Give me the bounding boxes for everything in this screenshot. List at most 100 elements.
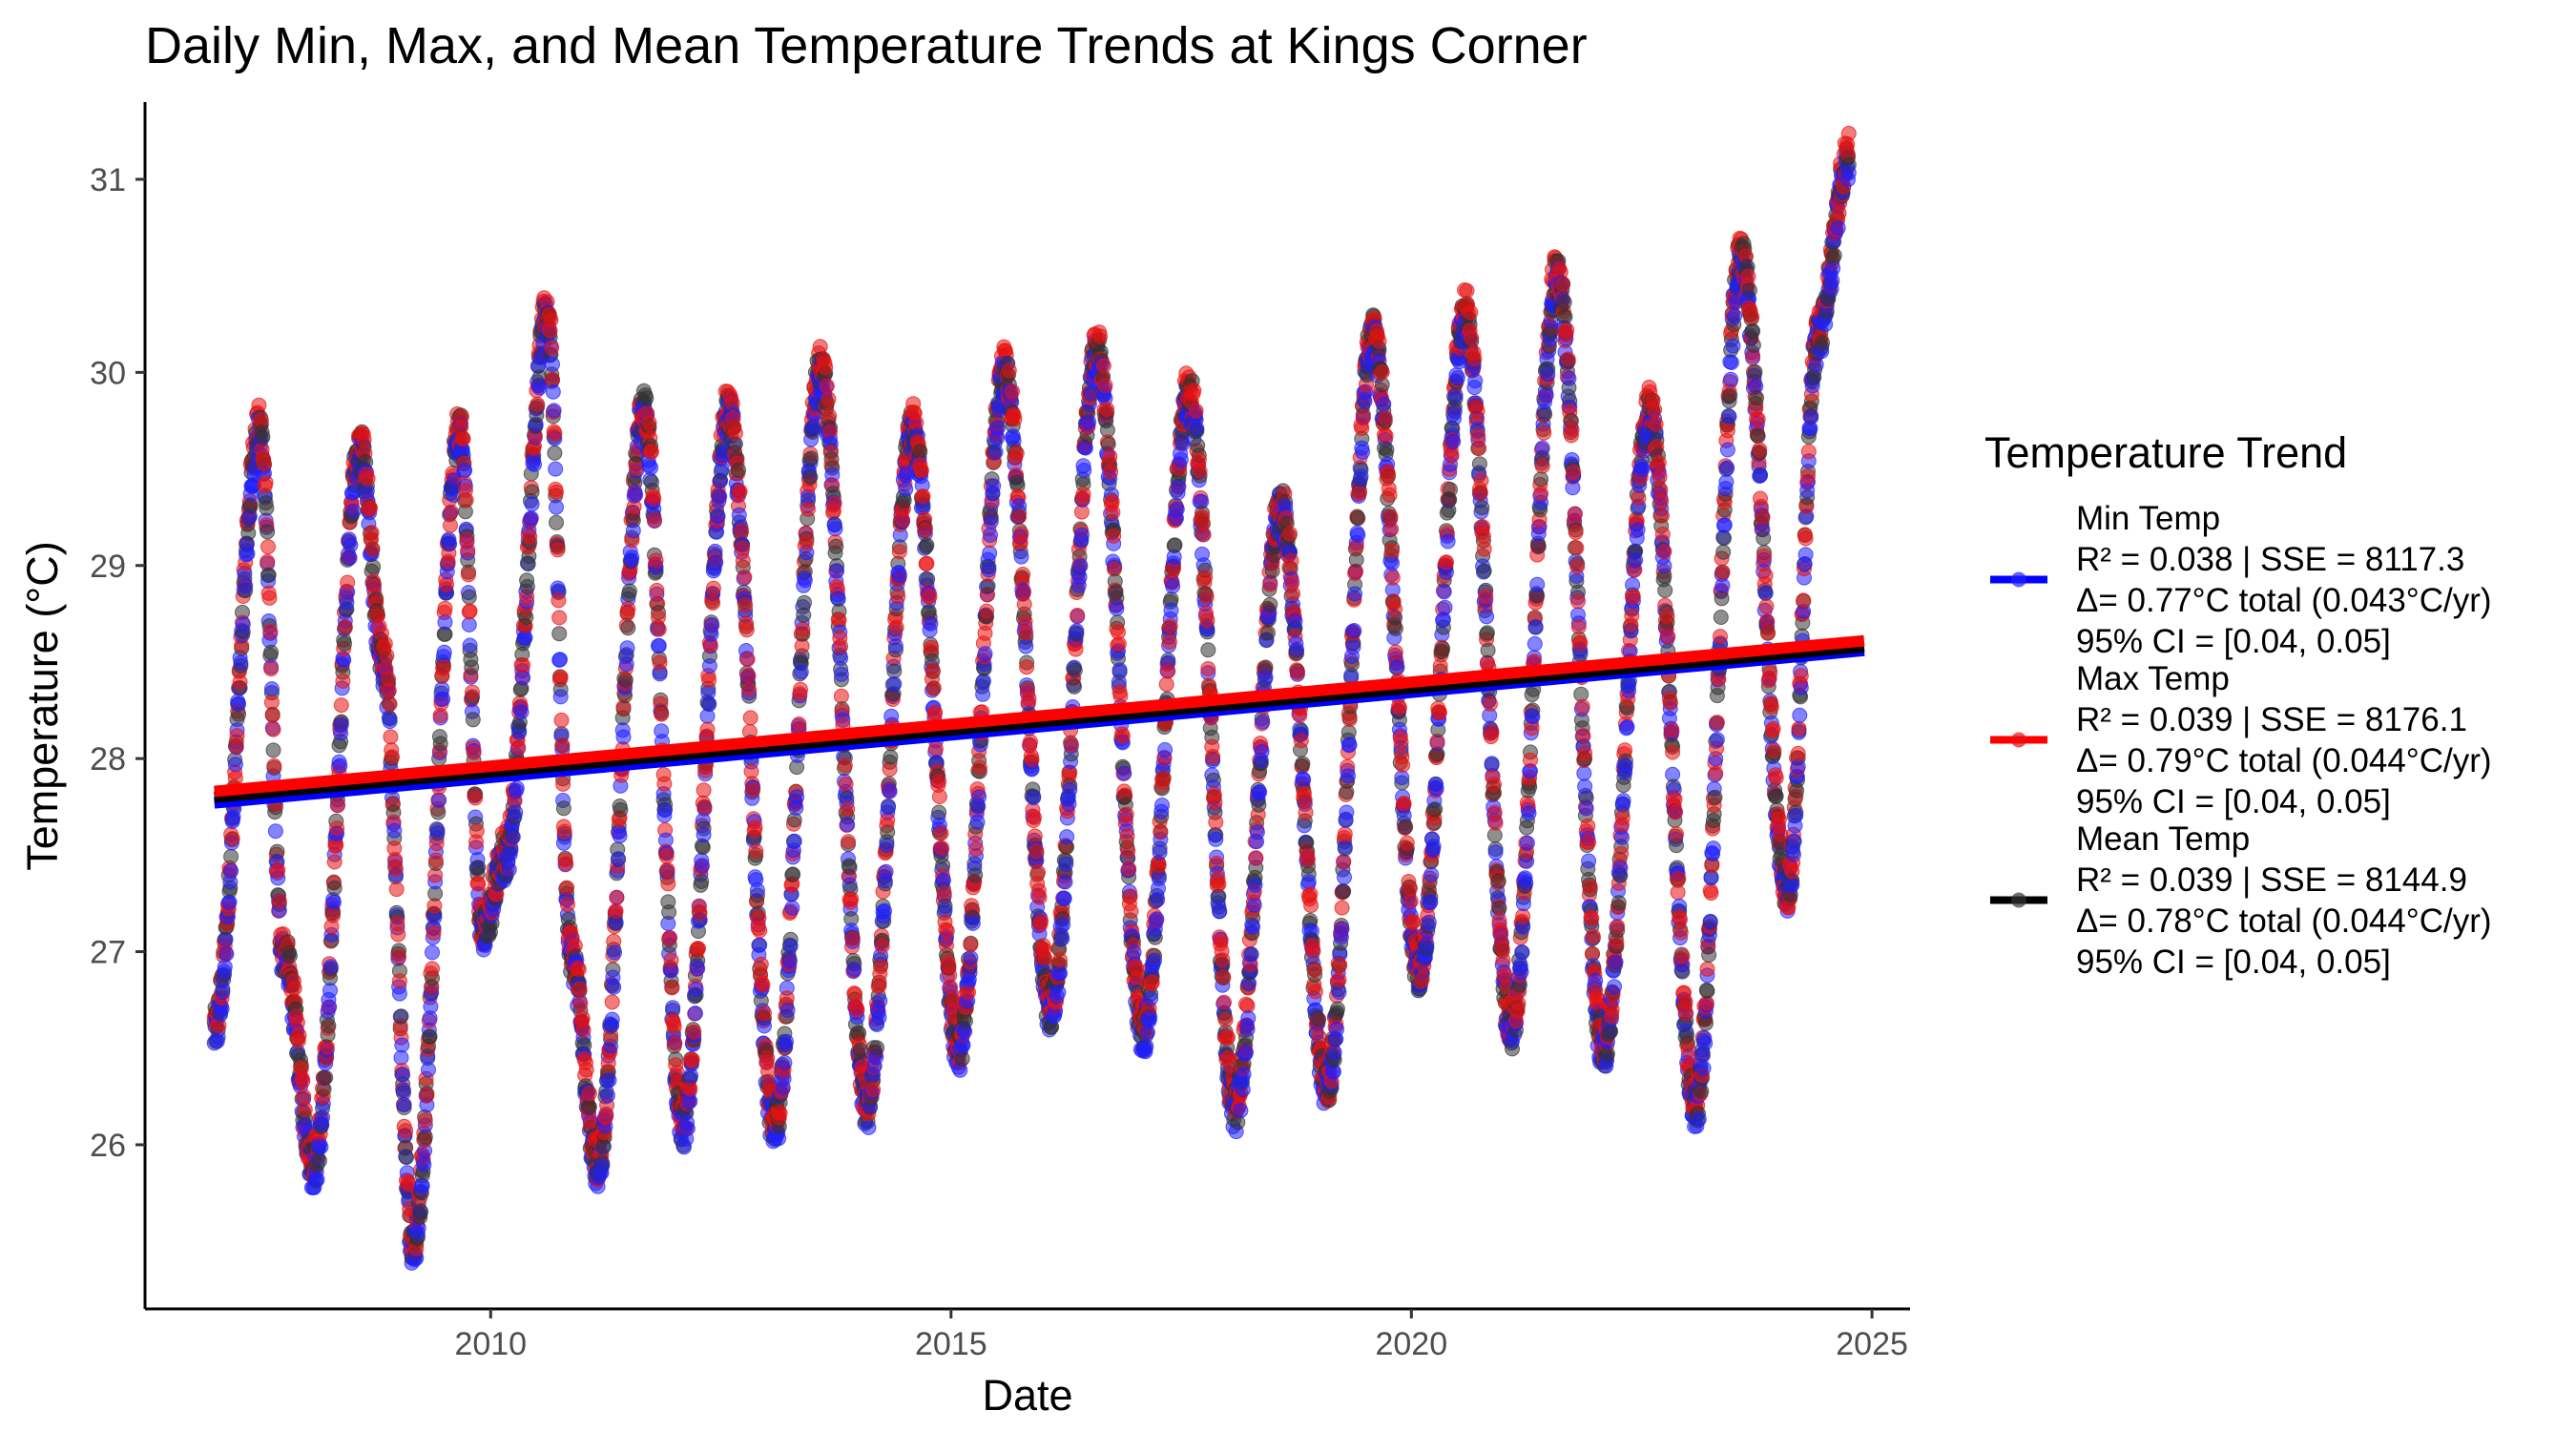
data-point [841, 834, 856, 850]
data-point [827, 521, 843, 537]
data-point [1233, 1103, 1249, 1119]
data-point [1052, 952, 1068, 968]
data-point [608, 902, 624, 919]
data-point [686, 1024, 702, 1040]
data-point [1340, 768, 1356, 784]
data-point [752, 923, 768, 939]
data-point [609, 889, 625, 905]
data-point [462, 637, 478, 653]
data-point [704, 617, 720, 633]
data-point [690, 961, 706, 977]
data-point [777, 1055, 793, 1070]
data-point [1200, 642, 1216, 658]
data-point [515, 670, 531, 686]
data-point [1295, 756, 1311, 772]
data-point [554, 737, 571, 754]
data-point [652, 654, 668, 671]
data-point [425, 944, 440, 961]
data-point [737, 569, 753, 585]
data-point [613, 802, 629, 818]
data-point [470, 860, 487, 876]
data-point [333, 716, 349, 733]
data-point [643, 444, 659, 460]
data-point [1257, 670, 1274, 685]
data-point [620, 601, 636, 617]
data-point [467, 790, 484, 806]
data-point [1052, 965, 1068, 982]
data-point [939, 923, 955, 939]
data-point [1350, 527, 1366, 543]
data-point [388, 881, 405, 898]
data-point [705, 595, 721, 611]
data-point [1072, 558, 1089, 574]
data-point [695, 858, 710, 874]
data-point [1111, 635, 1127, 652]
data-point [981, 562, 997, 578]
data-point [345, 503, 362, 519]
data-point [797, 572, 813, 589]
data-point [1205, 749, 1221, 764]
data-point [1289, 641, 1305, 657]
data-point [238, 578, 254, 594]
data-point [1027, 809, 1042, 825]
data-point [1341, 712, 1358, 727]
data-point [263, 681, 280, 697]
data-point [1423, 894, 1439, 910]
data-point [326, 854, 343, 870]
data-point [1398, 819, 1414, 835]
data-point [828, 538, 844, 554]
data-point [559, 897, 575, 913]
data-point [661, 930, 677, 945]
data-point [546, 403, 562, 419]
data-point [437, 614, 453, 631]
data-point [865, 1082, 882, 1098]
data-point [457, 462, 473, 478]
data-point [840, 801, 856, 818]
data-point [599, 1088, 615, 1104]
data-point [1296, 772, 1312, 788]
data-point [421, 1062, 436, 1078]
data-point [255, 429, 271, 446]
points-layer [206, 125, 1857, 1271]
data-point [873, 959, 889, 975]
data-point [1161, 633, 1177, 650]
data-point [333, 697, 349, 714]
data-point [384, 749, 400, 765]
data-point [581, 1099, 597, 1115]
data-point [390, 926, 406, 943]
data-point [398, 1123, 414, 1139]
data-point [1158, 676, 1174, 693]
data-point [322, 983, 338, 999]
data-point [545, 384, 561, 400]
data-point [356, 432, 372, 447]
data-point [1300, 852, 1316, 868]
data-point [654, 706, 670, 722]
data-point [667, 1035, 683, 1051]
data-point [543, 312, 559, 328]
data-point [983, 527, 998, 543]
data-point [509, 780, 525, 797]
data-point [1326, 1045, 1342, 1061]
data-point [1435, 641, 1451, 656]
data-point [548, 461, 564, 477]
data-point [260, 524, 276, 540]
data-point [883, 749, 899, 765]
data-point [657, 801, 674, 818]
data-point [890, 589, 906, 605]
data-point [1262, 576, 1278, 592]
data-point [659, 861, 675, 878]
data-point [643, 460, 659, 476]
data-point [701, 658, 717, 674]
data-point [1255, 714, 1271, 730]
data-point [1123, 903, 1139, 920]
data-point [382, 696, 398, 713]
data-point [217, 959, 233, 975]
data-point [1307, 984, 1323, 1000]
data-point [1142, 1009, 1158, 1026]
data-point [607, 944, 622, 961]
data-point [1099, 401, 1115, 417]
data-point [387, 861, 404, 877]
data-point [837, 757, 853, 774]
data-point [1396, 796, 1412, 812]
data-point [919, 537, 935, 553]
